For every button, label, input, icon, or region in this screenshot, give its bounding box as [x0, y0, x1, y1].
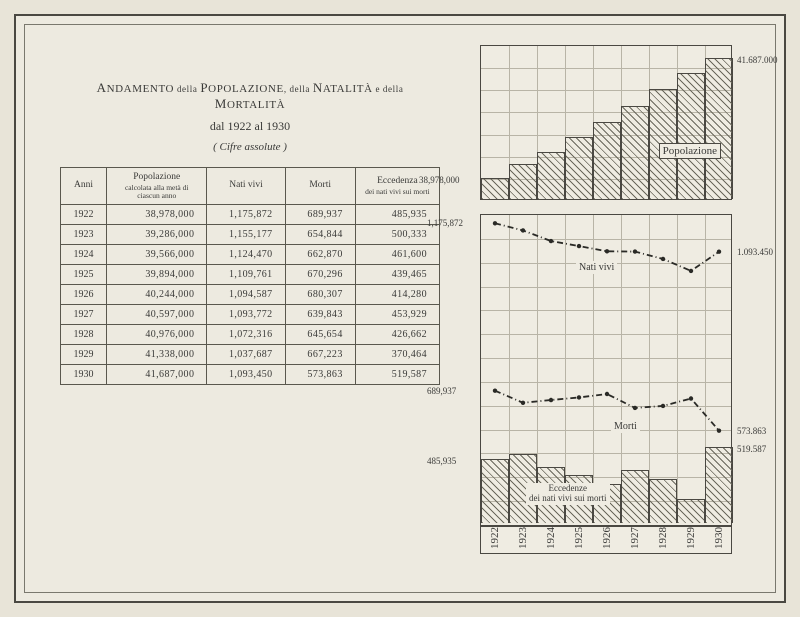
- cell-nati: 1,175,872: [207, 205, 285, 225]
- table-row: 192238,978,0001,175,872689,937485,935: [61, 205, 440, 225]
- table-row: 192640,244,0001,094,587680,307414,280: [61, 285, 440, 305]
- year-label: 1930: [713, 527, 725, 549]
- pop-bar: [705, 58, 733, 199]
- cell-morti: 639,843: [285, 305, 355, 325]
- cell-nati: 1,155,177: [207, 225, 285, 245]
- year-label: 1927: [629, 527, 641, 549]
- cell-anno: 1926: [61, 285, 107, 305]
- cell-anno: 1928: [61, 325, 107, 345]
- cell-nati: 1,072,316: [207, 325, 285, 345]
- chart-label-nati: Nati vivi: [576, 261, 617, 274]
- cell-ecc: 461,600: [355, 245, 439, 265]
- cell-anno: 1923: [61, 225, 107, 245]
- cell-morti: 654,844: [285, 225, 355, 245]
- cell-pop: 38,978,000: [107, 205, 207, 225]
- cell-morti: 689,937: [285, 205, 355, 225]
- chart-label-morti: Morti: [611, 420, 640, 433]
- side-value: 1,175,872: [427, 218, 463, 228]
- cell-nati: 1,093,772: [207, 305, 285, 325]
- cell-pop: 39,286,000: [107, 225, 207, 245]
- cell-nati: 1,093,450: [207, 365, 285, 385]
- cell-nati: 1,124,470: [207, 245, 285, 265]
- cell-anno: 1930: [61, 365, 107, 385]
- col-header: Nati vivi: [207, 168, 285, 205]
- title-line3: ( Cifre assolute ): [60, 141, 440, 153]
- table-row: 192539,894,0001,109,761670,296439,465: [61, 265, 440, 285]
- pop-right-value: 41.687.000: [737, 55, 778, 65]
- cell-anno: 1922: [61, 205, 107, 225]
- pop-bar: [481, 178, 509, 199]
- cell-pop: 40,244,000: [107, 285, 207, 305]
- cell-ecc: 426,662: [355, 325, 439, 345]
- cell-morti: 667,223: [285, 345, 355, 365]
- year-label: 1925: [573, 527, 585, 549]
- col-header: Morti: [285, 168, 355, 205]
- pop-bar: [593, 122, 621, 199]
- year-label: 1923: [517, 527, 529, 549]
- table-row: 192941,338,0001,037,687667,223370,464: [61, 345, 440, 365]
- side-value: 519.587: [737, 444, 766, 454]
- title-block: ANDAMENTO della POPOLAZIONE, della NATAL…: [60, 80, 440, 153]
- cell-morti: 645,654: [285, 325, 355, 345]
- population-chart: Popolazione38,978,00041.687.000: [480, 45, 732, 200]
- year-label: 1929: [685, 527, 697, 549]
- chart-label-pop: Popolazione: [659, 143, 721, 159]
- cell-pop: 41,687,000: [107, 365, 207, 385]
- year-label: 1922: [489, 527, 501, 549]
- col-header: Anni: [61, 168, 107, 205]
- side-value: 573.863: [737, 426, 766, 436]
- title-line1: ANDAMENTO della POPOLAZIONE, della NATAL…: [60, 80, 440, 112]
- side-value: 485,935: [427, 456, 456, 466]
- data-table: AnniPopolazionecalcolata alla metà di ci…: [60, 167, 440, 385]
- table-row: 192840,976,0001,072,316645,654426,662: [61, 325, 440, 345]
- table-row: 192740,597,0001,093,772639,843453,929: [61, 305, 440, 325]
- cell-pop: 41,338,000: [107, 345, 207, 365]
- cell-pop: 39,566,000: [107, 245, 207, 265]
- col-header: Eccedenzadei nati vivi sui morti: [355, 168, 439, 205]
- pop-bar: [677, 73, 705, 199]
- cell-ecc: 453,929: [355, 305, 439, 325]
- side-value: 1.093.450: [737, 247, 773, 257]
- cell-pop: 39,894,000: [107, 265, 207, 285]
- pop-bar: [509, 164, 537, 199]
- title-line2: dal 1922 al 1930: [60, 119, 440, 134]
- cell-morti: 670,296: [285, 265, 355, 285]
- cell-ecc: 414,280: [355, 285, 439, 305]
- pop-bar: [537, 152, 565, 199]
- cell-morti: 662,870: [285, 245, 355, 265]
- cell-anno: 1925: [61, 265, 107, 285]
- year-label: 1924: [545, 527, 557, 549]
- table-row: 192439,566,0001,124,470662,870461,600: [61, 245, 440, 265]
- cell-ecc: 439,465: [355, 265, 439, 285]
- pop-bar: [621, 106, 649, 199]
- cell-nati: 1,094,587: [207, 285, 285, 305]
- cell-ecc: 370,464: [355, 345, 439, 365]
- year-label: 1926: [601, 527, 613, 549]
- nati-morti-chart: Nati vivi Morti Eccedenzedei nati vivi sui…: [480, 214, 732, 554]
- cell-nati: 1,109,761: [207, 265, 285, 285]
- table-row: 192339,286,0001,155,177654,844500,333: [61, 225, 440, 245]
- cell-anno: 1924: [61, 245, 107, 265]
- cell-nati: 1,037,687: [207, 345, 285, 365]
- cell-ecc: 519,587: [355, 365, 439, 385]
- chart-label-ecc: Eccedenzedei nati vivi sui morti: [526, 483, 610, 505]
- pop-left-value: 38,978,000: [419, 175, 460, 185]
- side-value: 689,937: [427, 386, 456, 396]
- cell-pop: 40,597,000: [107, 305, 207, 325]
- cell-anno: 1929: [61, 345, 107, 365]
- cell-pop: 40,976,000: [107, 325, 207, 345]
- table-row: 193041,687,0001,093,450573,863519,587: [61, 365, 440, 385]
- year-label: 1928: [657, 527, 669, 549]
- cell-morti: 680,307: [285, 285, 355, 305]
- cell-anno: 1927: [61, 305, 107, 325]
- cell-morti: 573,863: [285, 365, 355, 385]
- pop-bar: [565, 137, 593, 199]
- col-header: Popolazionecalcolata alla metà di ciascu…: [107, 168, 207, 205]
